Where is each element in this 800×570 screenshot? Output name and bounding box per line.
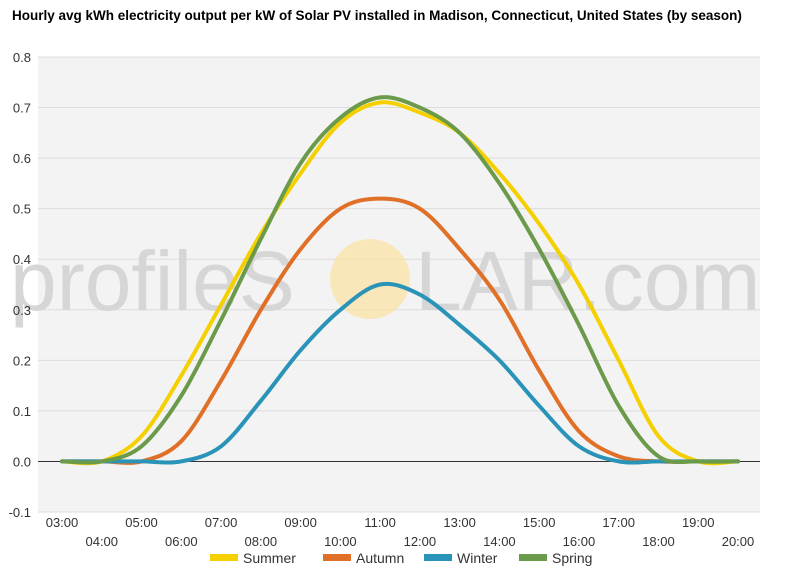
legend-item-spring[interactable]: Spring [519,550,592,566]
legend-label: Spring [552,550,592,566]
watermark-text-right: LAR.com [415,234,760,328]
chart-title: Hourly avg kWh electricity output per kW… [12,8,742,23]
x-tick-label: 07:00 [205,515,238,530]
x-tick-label: 10:00 [324,534,357,549]
y-tick-label: 0.3 [13,303,31,318]
x-tick-label: 18:00 [642,534,675,549]
x-tick-label: 08:00 [245,534,278,549]
x-tick-label: 04:00 [85,534,118,549]
x-tick-label: 17:00 [602,515,635,530]
legend-label: Winter [457,550,498,566]
x-tick-label: 11:00 [364,515,396,530]
watermark-logo: profileS LAR.com [10,234,760,328]
series-lines [60,95,740,466]
y-tick-label: 0.6 [13,151,31,166]
x-tick-label: 15:00 [523,515,556,530]
x-tick-label: 19:00 [682,515,715,530]
y-tick-label: 0.5 [13,202,31,217]
x-axis-ticks: 03:00 04:00 05:00 06:00 07:00 08:00 09:00 10:00… [46,515,755,549]
y-tick-label: -0.1 [9,505,31,520]
y-tick-label: 0.2 [13,353,31,368]
legend-item-summer[interactable]: Summer [210,550,296,566]
y-axis-ticks: -0.1 0.0 0.1 0.2 0.3 0.4 0.5 0.6 0.7 0.8 [9,50,31,520]
legend-swatch [424,554,452,561]
legend-swatch [210,554,238,561]
y-tick-label: 0.8 [13,50,31,65]
y-tick-label: 0.7 [13,101,31,116]
x-tick-label: 12:00 [404,534,437,549]
x-tick-label: 05:00 [125,515,158,530]
watermark-text-left: profileS [10,234,295,328]
watermark-sun-icon [330,239,410,319]
legend-swatch [323,554,351,561]
x-tick-label: 14:00 [483,534,516,549]
x-tick-label: 13:00 [443,515,476,530]
y-tick-label: 0.4 [13,252,31,267]
x-tick-label: 09:00 [284,515,317,530]
x-tick-label: 06:00 [165,534,198,549]
legend-label: Autumn [356,550,404,566]
legend-item-autumn[interactable]: Autumn [323,550,404,566]
legend-swatch [519,554,547,561]
legend-label: Summer [243,550,296,566]
y-tick-label: 0.1 [13,404,31,419]
x-tick-label: 16:00 [563,534,596,549]
series-line-autumn [60,196,740,465]
series-line-spring [60,95,740,465]
y-tick-label: 0.0 [13,454,31,469]
x-tick-label: 20:00 [722,534,755,549]
series-line-summer [60,100,740,466]
legend-item-winter[interactable]: Winter [424,550,498,566]
x-tick-label: 03:00 [46,515,79,530]
legend[interactable]: Summer Autumn Winter Spring [210,550,592,566]
series-line-winter [60,281,740,465]
